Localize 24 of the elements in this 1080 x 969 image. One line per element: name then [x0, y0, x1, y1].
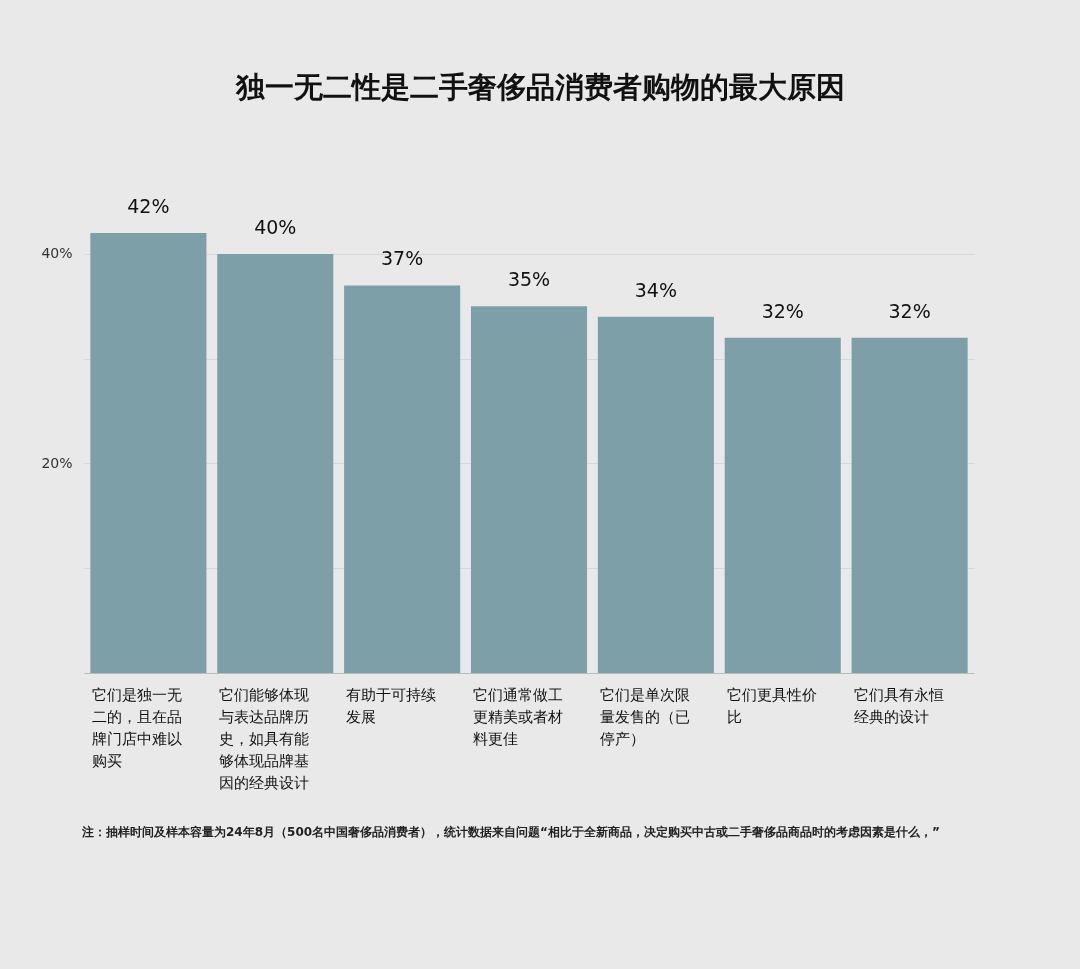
x-tick-label: 它们具有永恒经典的设计 — [853, 685, 944, 726]
data-label: 37% — [381, 247, 424, 270]
y-tick-label: 20% — [41, 454, 73, 471]
bar — [470, 306, 588, 673]
data-label: 40% — [254, 215, 297, 238]
bar — [217, 253, 334, 673]
chart-title: 独一无二性是二手奢侈品消费者购物的最大原因 — [234, 69, 846, 106]
bar — [90, 233, 207, 673]
bar — [851, 337, 968, 673]
x-tick-label: 它们更具性价比 — [726, 685, 817, 726]
bar — [724, 337, 841, 673]
data-label: 34% — [634, 278, 677, 301]
data-label: 32% — [888, 299, 931, 322]
x-tick-label: 它们能够体现与表达品牌历史，如具有能够体现品牌基因的经典设计 — [219, 685, 310, 792]
x-tick-label: 它们是独一无二的，且在品牌门店中难以购买 — [92, 685, 183, 770]
x-tick-label: 它们通常做工更精美或者材料更佳 — [473, 685, 563, 748]
x-tick-label: 它们是单次限量发售的（已停产） — [599, 685, 690, 748]
bar — [597, 316, 714, 673]
data-label: 35% — [507, 268, 551, 291]
bar — [344, 285, 461, 673]
data-label: 42% — [127, 195, 170, 217]
text: 注：抽样时间及样本容量为24年8月（500名中国奢侈品消费者），统计数据来自问题“相比于全新商品，决定购买中古或二手奢侈品商品时的考虑因素是什么，” — [82, 824, 941, 841]
data-label: 32% — [761, 299, 804, 322]
x-tick-label: 有助于可持续发展 — [346, 685, 437, 726]
